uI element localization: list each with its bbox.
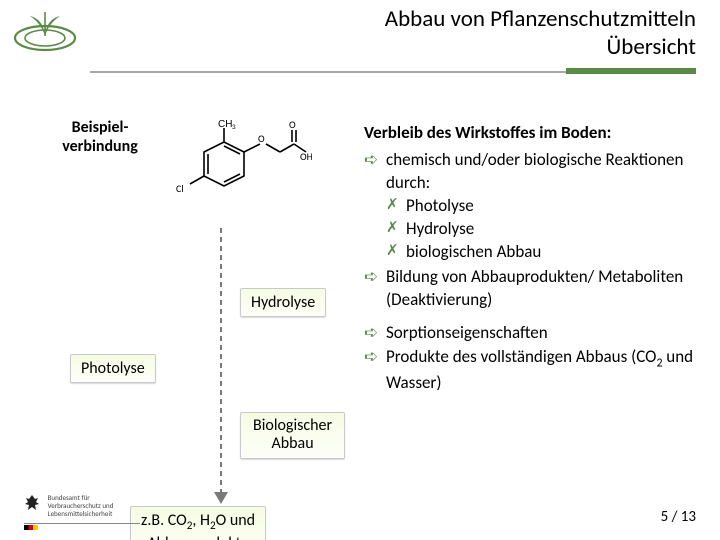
molecule-structure: CH3 O O OH Cl [172, 118, 312, 228]
svg-text:CH: CH [218, 119, 232, 130]
box-hydrolyse: Hydrolyse [240, 288, 326, 317]
box-end-products: z.B. CO2, H2O und Abbauprodukte [130, 506, 266, 540]
content-heading: Verbleib des Wirkstoffes im Boden: [364, 122, 704, 145]
title-line-1: Abbau von Pflanzenschutzmitteln [385, 6, 696, 34]
plant-logo [8, 6, 82, 54]
svg-text:O: O [289, 118, 296, 131]
bullet-1c: ✗ biologischen Abbau [386, 241, 704, 264]
svg-text:3: 3 [232, 122, 236, 131]
bullet-1a: ✗ Photolyse [386, 195, 704, 218]
arrow-icon: ➪ [364, 266, 386, 312]
cross-icon: ✗ [386, 218, 406, 241]
footer-logo: Bundesamt für Verbraucherschutz und Lebe… [24, 494, 140, 518]
arrow-icon: ➪ [364, 346, 386, 394]
box-photolyse: Photolyse [70, 354, 156, 383]
bullet-1: ➪ chemisch und/oder biologische Reaktion… [364, 149, 704, 195]
svg-text:OH: OH [300, 150, 312, 163]
box-biologischer-abbau: Biologischer Abbau [240, 412, 345, 459]
beispiel-label: Beispiel- verbindung [40, 118, 160, 156]
reaction-arrow-shaft [220, 228, 222, 496]
title-line-2: Übersicht [385, 34, 696, 62]
slide-title: Abbau von Pflanzenschutzmitteln Übersich… [385, 6, 696, 61]
svg-text:O: O [258, 132, 265, 145]
cross-icon: ✗ [386, 195, 406, 218]
page-number: 5 / 13 [661, 508, 696, 526]
bullet-3: ➪ Sorptionseigenschaften [364, 322, 704, 345]
arrow-icon: ➪ [364, 149, 386, 195]
arrow-icon: ➪ [364, 322, 386, 345]
bullet-1b: ✗ Hydrolyse [386, 218, 704, 241]
bullet-4: ➪ Produkte des vollständigen Abbaus (CO2… [364, 346, 704, 394]
reaction-arrow-head [214, 492, 228, 504]
slide: Abbau von Pflanzenschutzmitteln Übersich… [0, 0, 720, 540]
flag-strip-icon [24, 525, 38, 530]
content-text: Verbleib des Wirkstoffes im Boden: ➪ che… [364, 122, 704, 395]
cross-icon: ✗ [386, 241, 406, 264]
eagle-icon [24, 494, 40, 517]
svg-text:Cl: Cl [176, 182, 184, 195]
footer-divider [24, 523, 140, 524]
bullet-2: ➪ Bildung von Abbauprodukten/ Metabolite… [364, 266, 704, 312]
title-underline [90, 68, 696, 74]
